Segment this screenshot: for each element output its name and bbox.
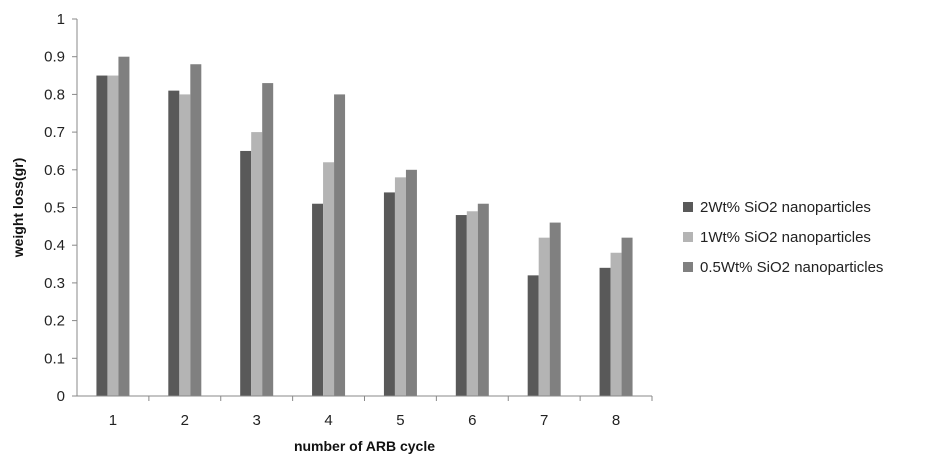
y-tick-label: 0.2 bbox=[44, 313, 65, 330]
bar-1-4 bbox=[312, 203, 324, 396]
legend-swatch bbox=[683, 202, 693, 212]
bars-layer bbox=[96, 56, 633, 397]
bar-3-1 bbox=[118, 56, 130, 396]
y-tick-label: 0.6 bbox=[44, 162, 65, 179]
bar-1-2 bbox=[168, 90, 180, 396]
bar-2-2 bbox=[179, 94, 191, 397]
y-tick-label: 0.7 bbox=[44, 124, 65, 141]
bar-1-6 bbox=[455, 215, 467, 396]
y-tick-label: 1 bbox=[57, 11, 65, 28]
bar-3-7 bbox=[549, 222, 561, 396]
bar-2-6 bbox=[466, 211, 478, 396]
bar-2-7 bbox=[538, 237, 550, 396]
y-tick-label: 0.5 bbox=[44, 200, 65, 217]
bar-2-4 bbox=[323, 162, 335, 396]
bar-3-8 bbox=[621, 237, 633, 396]
bar-1-1 bbox=[96, 75, 108, 397]
legend-swatch bbox=[683, 262, 693, 272]
legend-label: 2Wt% SiO2 nanoparticles bbox=[700, 199, 871, 216]
x-axis: 1 2 3 4 5 6 7 8 bbox=[77, 395, 653, 429]
y-axis-title: weight loss(gr) bbox=[10, 158, 26, 259]
legend-label: 1Wt% SiO2 nanoparticles bbox=[700, 229, 871, 246]
bar-2-5 bbox=[394, 177, 406, 396]
y-tick-label: 0.4 bbox=[44, 237, 65, 254]
bar-3-4 bbox=[334, 94, 346, 397]
x-tick-label: 1 bbox=[109, 412, 117, 429]
bar-1-5 bbox=[383, 192, 395, 396]
bar-2-8 bbox=[610, 252, 622, 396]
x-axis-title: number of ARB cycle bbox=[294, 438, 435, 454]
x-tick-label: 7 bbox=[540, 412, 548, 429]
y-tick-label: 0.3 bbox=[44, 275, 65, 292]
bar-1-8 bbox=[599, 267, 611, 396]
bar-2-3 bbox=[251, 132, 263, 396]
legend: 2Wt% SiO2 nanoparticles 1Wt% SiO2 nanopar… bbox=[683, 199, 883, 276]
legend-swatch bbox=[683, 232, 693, 242]
bar-3-6 bbox=[477, 203, 489, 396]
x-tick-label: 3 bbox=[253, 412, 261, 429]
bar-1-7 bbox=[527, 275, 539, 396]
y-tick-label: 0.9 bbox=[44, 49, 65, 66]
bar-3-3 bbox=[262, 83, 274, 396]
x-tick-label: 8 bbox=[612, 412, 620, 429]
x-tick-label: 2 bbox=[181, 412, 189, 429]
bar-2-1 bbox=[107, 75, 119, 397]
x-tick-label: 6 bbox=[468, 412, 476, 429]
legend-label: 0.5Wt% SiO2 nanoparticles bbox=[700, 259, 883, 276]
y-tick-label: 0.1 bbox=[44, 350, 65, 367]
bar-1-3 bbox=[240, 150, 252, 396]
y-tick-label: 0 bbox=[57, 388, 65, 405]
bar-3-5 bbox=[405, 169, 417, 396]
x-tick-label: 4 bbox=[324, 412, 332, 429]
x-tick-label: 5 bbox=[396, 412, 404, 429]
bar-3-2 bbox=[190, 64, 202, 397]
y-axis: 0 0.1 0.2 0.3 0.4 0.5 0.6 0.7 0.8 0.9 1 bbox=[44, 11, 78, 405]
y-tick-label: 0.8 bbox=[44, 86, 65, 103]
